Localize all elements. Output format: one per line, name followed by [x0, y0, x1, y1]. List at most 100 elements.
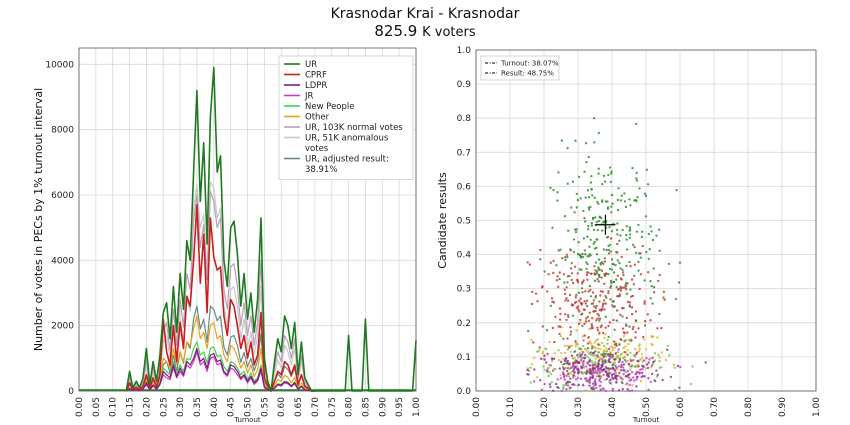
scatter-point	[581, 255, 585, 259]
left-x-tick-label: 0.90	[378, 397, 388, 417]
scatter-point	[549, 186, 552, 189]
scatter-point	[597, 219, 601, 223]
scatter-point	[677, 281, 681, 284]
scatter-point	[602, 331, 605, 335]
scatter-point	[624, 323, 628, 326]
scatter-point	[589, 371, 593, 374]
scatter-point	[607, 252, 611, 255]
scatter-point	[563, 359, 567, 362]
scatter-point	[572, 373, 575, 377]
scatter-point	[598, 377, 602, 380]
scatter-point	[678, 261, 682, 264]
scatter-point	[607, 347, 611, 351]
right-y-tick-label: 0.9	[457, 80, 472, 90]
scatter-point	[635, 378, 638, 381]
scatter-point	[616, 242, 619, 246]
scatter-point	[597, 280, 600, 283]
scatter-point	[597, 266, 600, 269]
left-x-tick-label: 0.85	[361, 397, 371, 417]
scatter-point	[618, 371, 621, 374]
scatter-point	[623, 200, 627, 203]
right-x-tick-label: 0.70	[710, 397, 720, 417]
scatter-point	[579, 318, 582, 322]
scatter-point	[649, 380, 652, 384]
scatter-point	[586, 304, 589, 308]
scatter-point	[595, 220, 598, 224]
scatter-point	[569, 386, 572, 389]
scatter-point	[640, 235, 644, 239]
scatter-point	[559, 374, 562, 377]
scatter-point	[628, 325, 631, 328]
scatter-point	[558, 271, 561, 274]
scatter-point	[609, 250, 612, 253]
scatter-point	[599, 384, 602, 387]
scatter-point	[603, 308, 606, 311]
scatter-point	[586, 315, 590, 319]
scatter-point	[604, 315, 607, 318]
scatter-point	[579, 347, 582, 351]
scatter-point	[612, 372, 616, 376]
scatter-point	[649, 280, 652, 283]
scatter-point	[581, 302, 584, 305]
scatter-point	[621, 286, 624, 289]
left-x-tick-label: 0.05	[92, 397, 102, 417]
scatter-point	[599, 294, 602, 297]
scatter-point	[613, 346, 616, 349]
scatter-point	[568, 380, 571, 384]
scatter-point	[608, 267, 612, 271]
scatter-point	[673, 388, 676, 392]
scatter-point	[602, 302, 605, 305]
scatter-point	[573, 265, 577, 268]
scatter-point	[605, 377, 608, 381]
left-legend-label: LDPR	[305, 81, 327, 91]
scatter-point	[596, 238, 599, 241]
scatter-point	[622, 372, 625, 376]
scatter-point	[573, 371, 576, 374]
scatter-point	[583, 170, 586, 173]
scatter-point	[630, 365, 633, 368]
scatter-point	[588, 364, 591, 367]
scatter-point	[564, 255, 567, 259]
scatter-point	[581, 280, 584, 284]
scatter-point	[589, 288, 592, 292]
scatter-point	[639, 368, 642, 371]
scatter-point	[590, 221, 593, 225]
scatter-point	[605, 347, 608, 350]
scatter-point	[610, 172, 613, 175]
scatter-point	[567, 315, 570, 319]
scatter-point	[642, 359, 645, 362]
scatter-point	[602, 221, 605, 224]
scatter-point	[651, 372, 654, 376]
scatter-point	[562, 372, 565, 376]
scatter-point	[558, 325, 562, 328]
scatter-point	[586, 342, 590, 345]
scatter-point	[574, 340, 577, 343]
left-legend-box	[278, 55, 414, 180]
scatter-point	[603, 344, 606, 348]
scatter-point	[632, 283, 636, 286]
scatter-point	[573, 211, 576, 214]
scatter-point	[588, 359, 592, 362]
scatter-point	[602, 174, 606, 178]
scatter-point	[643, 192, 647, 195]
scatter-point	[637, 345, 641, 348]
scatter-point	[577, 308, 580, 311]
scatter-point	[591, 366, 595, 370]
scatter-point	[635, 251, 638, 255]
scatter-point	[539, 357, 543, 360]
scatter-point	[597, 274, 601, 277]
scatter-point	[643, 279, 646, 282]
scatter-point	[603, 257, 606, 260]
scatter-point	[575, 360, 578, 363]
scatter-point	[679, 365, 682, 369]
scatter-point	[616, 351, 620, 354]
scatter-point	[616, 309, 619, 312]
left-x-tick-label: 0.40	[210, 397, 220, 417]
scatter-point	[608, 355, 611, 358]
scatter-point	[601, 229, 604, 232]
scatter-point	[584, 317, 588, 320]
scatter-point	[636, 359, 639, 363]
scatter-point	[589, 238, 592, 241]
scatter-point	[571, 364, 575, 368]
scatter-point	[549, 261, 552, 264]
